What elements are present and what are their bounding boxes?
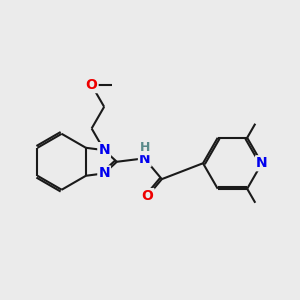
Text: O: O <box>142 189 154 203</box>
Text: N: N <box>98 167 110 180</box>
Text: N: N <box>256 156 268 170</box>
Text: N: N <box>98 143 110 157</box>
Text: O: O <box>86 78 98 92</box>
Text: H: H <box>140 141 151 154</box>
Text: N: N <box>139 152 151 166</box>
